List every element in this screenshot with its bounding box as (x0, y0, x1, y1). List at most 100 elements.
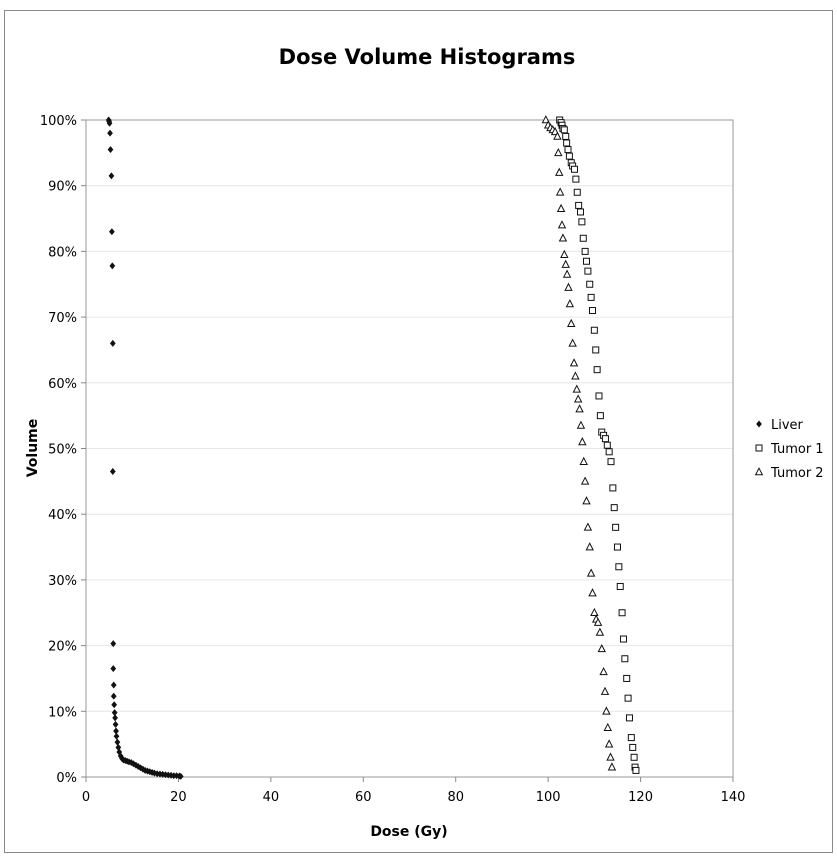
y-tick-label: 80% (48, 245, 77, 260)
data-point (565, 152, 573, 160)
data-point (627, 734, 635, 742)
data-point (113, 732, 120, 740)
data-point (601, 435, 609, 443)
data-point (575, 201, 583, 209)
data-point (599, 666, 608, 676)
y-tick-label: 30% (48, 574, 77, 589)
data-point (602, 706, 611, 715)
data-point (623, 674, 631, 682)
data-point (562, 132, 570, 140)
legend-label: Tumor 1 (770, 442, 824, 457)
series-1 (556, 116, 640, 774)
data-point (606, 752, 615, 761)
data-point (582, 496, 591, 505)
x-tick-label: 140 (721, 790, 746, 805)
data-point (571, 371, 580, 380)
data-point (110, 692, 117, 700)
data-point (578, 437, 587, 446)
data-point (112, 720, 119, 729)
data-point (612, 523, 620, 531)
data-point (579, 234, 587, 242)
y-tick-label: 20% (48, 640, 77, 655)
data-point (109, 262, 116, 270)
series-2 (541, 115, 617, 771)
data-point (615, 563, 623, 571)
data-point (541, 115, 551, 124)
y-tick-label: 40% (48, 508, 77, 523)
data-point (604, 739, 614, 748)
legend-marker (755, 444, 763, 452)
data-point (557, 220, 567, 229)
data-point (110, 681, 117, 689)
data-point (108, 228, 115, 236)
data-point (610, 504, 618, 512)
x-axis-title: Dose (Gy) (370, 824, 447, 840)
legend-marker (756, 420, 762, 428)
x-tick-label: 100 (536, 790, 561, 805)
data-point (581, 247, 589, 255)
data-point (555, 187, 565, 196)
data-point (586, 280, 594, 288)
y-tick-label: 70% (48, 311, 77, 326)
series-0 (105, 116, 184, 780)
data-points (105, 115, 640, 780)
data-point (177, 772, 184, 780)
x-tick-label: 20 (170, 790, 187, 805)
data-point (572, 175, 580, 183)
data-point (589, 307, 597, 315)
data-point (607, 458, 615, 466)
data-point (600, 686, 610, 695)
data-point (605, 448, 613, 456)
data-point (595, 627, 605, 636)
x-tick-label: 0 (82, 790, 90, 805)
data-point (565, 299, 575, 308)
data-point (558, 233, 568, 242)
x-axis-ticks: 0 20 40 60 80 100 120 140 (82, 777, 746, 805)
data-point (556, 203, 566, 212)
data-point (593, 366, 601, 374)
data-point (583, 522, 593, 531)
data-point (580, 476, 590, 485)
data-point (596, 412, 604, 420)
data-point (584, 267, 592, 275)
data-point (621, 655, 629, 663)
chart-frame (4, 10, 833, 853)
data-point (561, 259, 570, 268)
data-point (112, 714, 119, 722)
legend-marker (754, 467, 764, 476)
data-point (603, 441, 611, 449)
data-point (554, 147, 563, 157)
data-point (572, 384, 582, 393)
data-point (619, 635, 627, 643)
data-point (575, 404, 584, 413)
data-point (595, 392, 603, 400)
data-point (564, 282, 573, 291)
data-point (108, 172, 115, 180)
data-point (632, 766, 640, 774)
legend-label: Tumor 2 (770, 466, 824, 481)
data-point (630, 753, 638, 761)
data-point (590, 607, 599, 617)
y-tick-label: 90% (48, 180, 77, 195)
data-point (553, 131, 562, 140)
data-point (107, 129, 113, 137)
data-point (555, 167, 564, 176)
data-point (110, 640, 117, 648)
x-tick-label: 120 (628, 790, 653, 805)
data-point (114, 738, 121, 746)
data-point (624, 694, 632, 702)
data-point (578, 218, 586, 226)
y-axis-title: Volume (25, 419, 41, 478)
data-point (616, 582, 624, 590)
x-tick-label: 80 (447, 790, 464, 805)
data-point (570, 165, 578, 173)
data-point (563, 139, 571, 147)
data-point (562, 269, 572, 278)
y-tick-label: 60% (48, 377, 77, 392)
data-point (588, 588, 597, 597)
data-point (564, 146, 572, 154)
y-tick-label: 10% (48, 705, 77, 720)
data-point (579, 456, 588, 465)
chart-title: Dose Volume Histograms (279, 45, 576, 69)
